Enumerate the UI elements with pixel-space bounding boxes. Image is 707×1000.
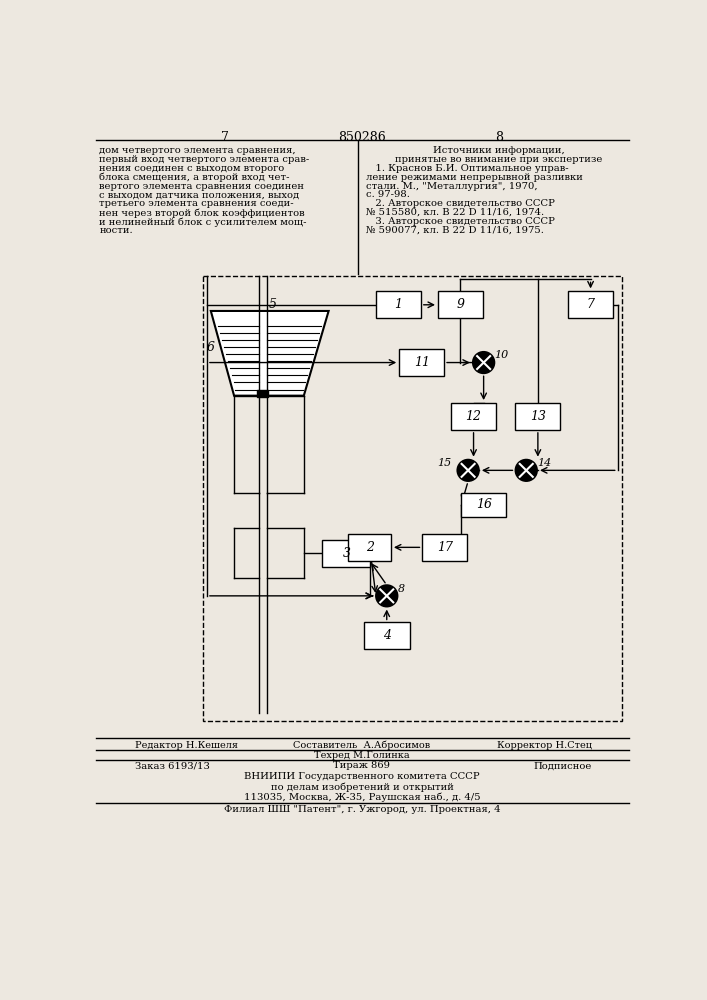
- Text: по делам изобретений и открытий: по делам изобретений и открытий: [271, 782, 453, 792]
- Circle shape: [515, 460, 537, 481]
- Bar: [515, 403, 561, 430]
- Text: 850286: 850286: [338, 131, 386, 144]
- Bar: [349, 534, 391, 561]
- Text: 4: 4: [382, 629, 391, 642]
- Text: Редактор Н.Кешеля: Редактор Н.Кешеля: [135, 741, 238, 750]
- Text: 2: 2: [366, 541, 374, 554]
- Text: 11: 11: [414, 356, 430, 369]
- Bar: [422, 534, 467, 561]
- Bar: [399, 349, 444, 376]
- Bar: [203, 276, 621, 721]
- Bar: [363, 622, 410, 649]
- Text: 8: 8: [495, 131, 503, 144]
- Text: дом четвертого элемента сравнения,: дом четвертого элемента сравнения,: [99, 146, 296, 155]
- Bar: [451, 403, 496, 430]
- Text: принятые во внимание при экспертизе: принятые во внимание при экспертизе: [395, 155, 603, 164]
- Text: с выходом датчика положения, выход: с выходом датчика положения, выход: [99, 190, 299, 199]
- Bar: [376, 291, 421, 318]
- Text: 14: 14: [537, 458, 551, 468]
- Text: третьего элемента сравнения соеди-: третьего элемента сравнения соеди-: [99, 199, 294, 208]
- Text: 7: 7: [587, 298, 595, 311]
- Text: 5: 5: [269, 298, 277, 311]
- Text: 16: 16: [476, 498, 491, 512]
- Text: 8: 8: [397, 584, 404, 594]
- Text: ление режимами непрерывной разливки: ление режимами непрерывной разливки: [366, 173, 583, 182]
- Bar: [438, 291, 483, 318]
- Text: первый вход четвертого элемента срав-: первый вход четвертого элемента срав-: [99, 155, 310, 164]
- Text: Заказ 6193/13: Заказ 6193/13: [135, 761, 210, 770]
- Text: вертого элемента сравнения соединен: вертого элемента сравнения соединен: [99, 182, 304, 191]
- Bar: [568, 291, 613, 318]
- Text: 9: 9: [457, 298, 464, 311]
- Text: 12: 12: [465, 410, 481, 423]
- Polygon shape: [211, 311, 329, 396]
- Text: 13: 13: [530, 410, 546, 423]
- Text: 113035, Москва, Ж-35, Раушская наб., д. 4/5: 113035, Москва, Ж-35, Раушская наб., д. …: [244, 792, 480, 802]
- Text: Филиал ШШ "Патент", г. Ужгород, ул. Проектная, 4: Филиал ШШ "Патент", г. Ужгород, ул. Прое…: [223, 805, 501, 814]
- Text: нения соединен с выходом второго: нения соединен с выходом второго: [99, 164, 284, 173]
- Text: 3: 3: [342, 547, 351, 560]
- Text: 6: 6: [206, 341, 214, 354]
- Text: 15: 15: [437, 458, 451, 468]
- Text: 2. Авторское свидетельство СССР: 2. Авторское свидетельство СССР: [366, 199, 555, 208]
- Text: и нелинейный блок с усилителем мощ-: и нелинейный блок с усилителем мощ-: [99, 217, 307, 227]
- Text: Корректор Н.Стец: Корректор Н.Стец: [497, 741, 592, 750]
- Text: 1: 1: [395, 298, 402, 311]
- Bar: [461, 493, 506, 517]
- Text: Техред М.Голинка: Техред М.Голинка: [314, 751, 410, 760]
- Text: 1. Краснов Б.И. Оптимальное управ-: 1. Краснов Б.И. Оптимальное управ-: [366, 164, 568, 173]
- Circle shape: [473, 352, 494, 373]
- Text: Источники информации,: Источники информации,: [433, 146, 565, 155]
- Text: № 515580, кл. В 22 D 11/16, 1974.: № 515580, кл. В 22 D 11/16, 1974.: [366, 208, 544, 217]
- Text: 17: 17: [437, 541, 453, 554]
- Text: 7: 7: [221, 131, 228, 144]
- Text: № 590077, кл. В 22 D 11/16, 1975.: № 590077, кл. В 22 D 11/16, 1975.: [366, 226, 544, 235]
- Circle shape: [376, 585, 397, 607]
- Text: блока смещения, а второй вход чет-: блока смещения, а второй вход чет-: [99, 173, 290, 182]
- Text: ности.: ности.: [99, 226, 133, 235]
- Bar: [257, 389, 268, 397]
- Text: 3. Авторское свидетельство СССР: 3. Авторское свидетельство СССР: [366, 217, 555, 226]
- Text: 10: 10: [494, 350, 509, 360]
- Text: Подписное: Подписное: [534, 761, 592, 770]
- Text: нен через второй блок коэффициентов: нен через второй блок коэффициентов: [99, 208, 305, 218]
- Text: стали. М., "Металлургия", 1970,: стали. М., "Металлургия", 1970,: [366, 182, 537, 191]
- Text: с. 97-98.: с. 97-98.: [366, 190, 409, 199]
- Bar: [322, 540, 370, 567]
- Circle shape: [457, 460, 479, 481]
- Text: ВНИИПИ Государственного комитета СССР: ВНИИПИ Государственного комитета СССР: [244, 772, 480, 781]
- Text: Тираж 869: Тираж 869: [334, 761, 390, 770]
- Text: Составитель  А.Абросимов: Составитель А.Абросимов: [293, 741, 431, 750]
